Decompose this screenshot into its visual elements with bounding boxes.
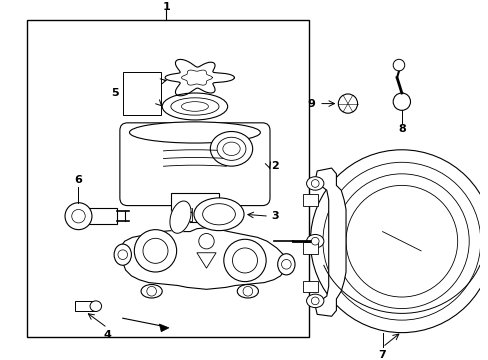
Ellipse shape xyxy=(306,177,323,190)
Bar xyxy=(122,72,161,115)
Circle shape xyxy=(281,260,290,269)
Text: 2: 2 xyxy=(270,161,278,171)
Bar xyxy=(75,301,96,311)
Circle shape xyxy=(118,250,127,260)
Text: 6: 6 xyxy=(74,175,82,185)
Text: 8: 8 xyxy=(397,123,405,134)
Polygon shape xyxy=(165,59,234,96)
Circle shape xyxy=(199,234,214,249)
Text: 4: 4 xyxy=(103,329,111,339)
Text: 1: 1 xyxy=(162,3,170,12)
Polygon shape xyxy=(159,324,169,332)
Bar xyxy=(302,281,318,292)
Ellipse shape xyxy=(237,284,258,298)
Bar xyxy=(196,207,205,221)
Circle shape xyxy=(65,203,92,230)
Ellipse shape xyxy=(141,284,162,298)
Ellipse shape xyxy=(129,122,260,143)
Polygon shape xyxy=(197,253,216,268)
Circle shape xyxy=(392,93,409,110)
Circle shape xyxy=(338,94,357,113)
Circle shape xyxy=(72,210,85,223)
Ellipse shape xyxy=(306,294,323,307)
Circle shape xyxy=(392,59,404,71)
Ellipse shape xyxy=(202,204,235,225)
Circle shape xyxy=(134,230,176,272)
Bar xyxy=(182,207,192,221)
Ellipse shape xyxy=(210,131,252,166)
Circle shape xyxy=(311,297,319,305)
Ellipse shape xyxy=(162,93,227,120)
Text: 9: 9 xyxy=(307,99,315,109)
Ellipse shape xyxy=(217,137,245,160)
Circle shape xyxy=(142,238,168,264)
Polygon shape xyxy=(170,201,191,233)
Circle shape xyxy=(243,287,252,296)
Polygon shape xyxy=(120,228,286,289)
Circle shape xyxy=(311,180,319,187)
Text: 3: 3 xyxy=(270,211,278,221)
Polygon shape xyxy=(315,168,346,316)
Bar xyxy=(88,208,117,224)
Circle shape xyxy=(310,150,488,333)
Circle shape xyxy=(224,239,265,282)
Text: 7: 7 xyxy=(378,350,386,360)
Ellipse shape xyxy=(306,234,323,248)
Bar xyxy=(170,193,219,222)
Bar xyxy=(302,242,318,254)
Ellipse shape xyxy=(90,301,102,311)
Ellipse shape xyxy=(194,198,244,231)
Ellipse shape xyxy=(277,254,294,275)
Circle shape xyxy=(311,237,319,245)
FancyBboxPatch shape xyxy=(120,123,269,206)
Bar xyxy=(302,194,318,206)
Circle shape xyxy=(232,248,257,273)
Ellipse shape xyxy=(114,244,131,265)
Bar xyxy=(26,20,309,337)
Text: 5: 5 xyxy=(111,88,119,98)
Ellipse shape xyxy=(170,98,219,115)
Circle shape xyxy=(146,287,156,296)
